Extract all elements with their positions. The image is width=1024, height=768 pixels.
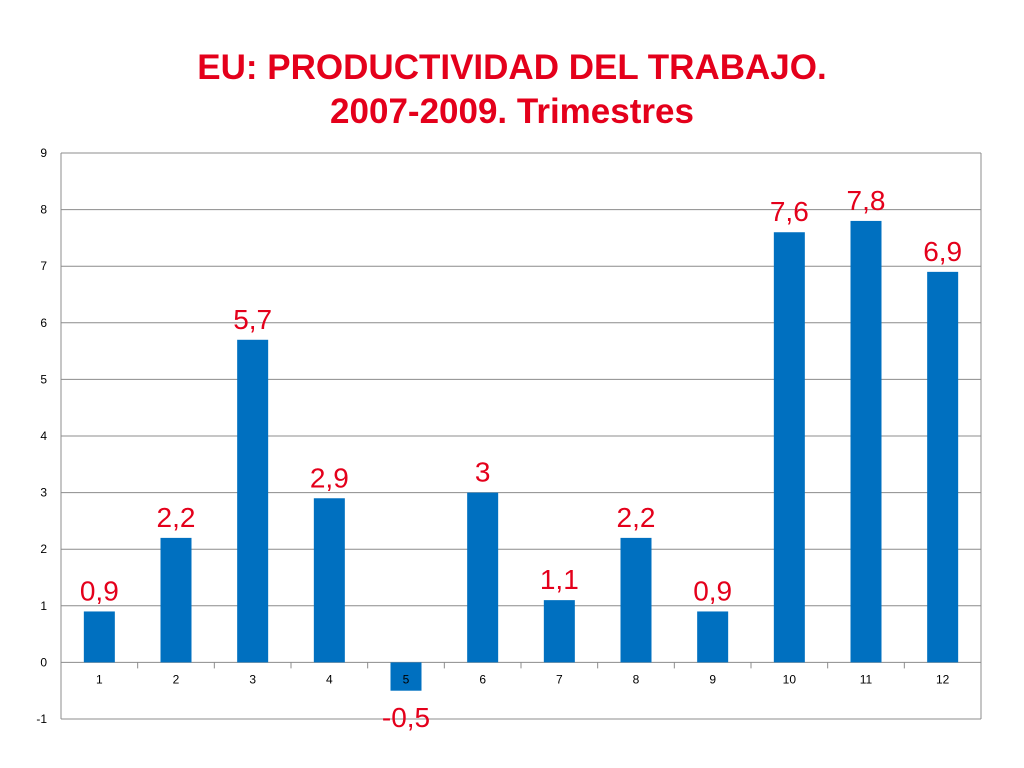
y-tick-label: 7 bbox=[40, 259, 47, 273]
x-tick-label: 4 bbox=[326, 672, 333, 686]
x-tick-label: 3 bbox=[249, 672, 256, 686]
data-label: 6,9 bbox=[923, 236, 962, 267]
bars bbox=[83, 220, 959, 691]
y-tick-label: -1 bbox=[36, 712, 47, 726]
bar bbox=[697, 611, 729, 663]
bar bbox=[313, 498, 345, 663]
x-tick-label: 1 bbox=[96, 672, 103, 686]
y-tick-label: 3 bbox=[40, 486, 47, 500]
data-label: 2,2 bbox=[617, 502, 656, 533]
bar bbox=[927, 271, 959, 663]
y-tick-labels: -1 0 1 2 3 4 5 6 7 8 9 bbox=[36, 146, 47, 726]
bar bbox=[83, 611, 115, 663]
x-tick-label: 11 bbox=[860, 672, 873, 686]
bar bbox=[160, 537, 192, 663]
x-tick-label: 8 bbox=[633, 672, 640, 686]
chart-title-line-1: EU: PRODUCTIVIDAD DEL TRABAJO. bbox=[197, 48, 827, 87]
x-tick-label: 5 bbox=[403, 672, 410, 686]
y-tick-label: 4 bbox=[40, 429, 47, 443]
x-tick-labels: 1 2 3 4 5 6 7 8 9 10 11 12 bbox=[96, 672, 950, 686]
data-label: 2,2 bbox=[157, 502, 196, 533]
data-label: 1,1 bbox=[540, 564, 579, 595]
data-label: -0,5 bbox=[382, 702, 430, 733]
bar bbox=[773, 232, 805, 663]
y-tick-label: 2 bbox=[40, 542, 47, 556]
data-label: 2,9 bbox=[310, 462, 349, 493]
data-label: 7,8 bbox=[847, 185, 886, 216]
y-tick-label: 6 bbox=[40, 316, 47, 330]
chart-title: EU: PRODUCTIVIDAD DEL TRABAJO. 2007-2009… bbox=[0, 46, 1024, 134]
x-tick-label: 2 bbox=[173, 672, 180, 686]
data-label: 3 bbox=[475, 457, 491, 488]
bar bbox=[620, 537, 652, 663]
y-tick-label: 5 bbox=[40, 372, 47, 386]
bar bbox=[237, 339, 269, 663]
data-label: 5,7 bbox=[233, 304, 272, 335]
data-label: 7,6 bbox=[770, 196, 809, 227]
bar bbox=[390, 662, 422, 691]
y-tick-label: 9 bbox=[40, 146, 47, 160]
x-tick-label: 6 bbox=[479, 672, 486, 686]
bar bbox=[543, 600, 575, 663]
data-labels: 0,9 2,2 5,7 2,9 -0,5 3 1,1 2,2 0,9 7,6 7,8 6,9 bbox=[80, 185, 962, 733]
x-tick-label: 9 bbox=[709, 672, 716, 686]
gridlines bbox=[61, 152, 981, 720]
axes bbox=[60, 153, 982, 719]
x-tick-label: 7 bbox=[556, 672, 563, 686]
data-label: 0,9 bbox=[80, 575, 119, 606]
y-tick-label: 1 bbox=[40, 599, 47, 613]
bar bbox=[850, 220, 882, 663]
y-tick-label: 8 bbox=[40, 203, 47, 217]
bar bbox=[467, 492, 499, 663]
x-tick-label: 10 bbox=[783, 672, 797, 686]
y-tick-label: 0 bbox=[40, 655, 47, 669]
chart-title-line-2: 2007-2009. Trimestres bbox=[330, 92, 694, 131]
data-label: 0,9 bbox=[693, 575, 732, 606]
x-tick-label: 12 bbox=[936, 672, 950, 686]
